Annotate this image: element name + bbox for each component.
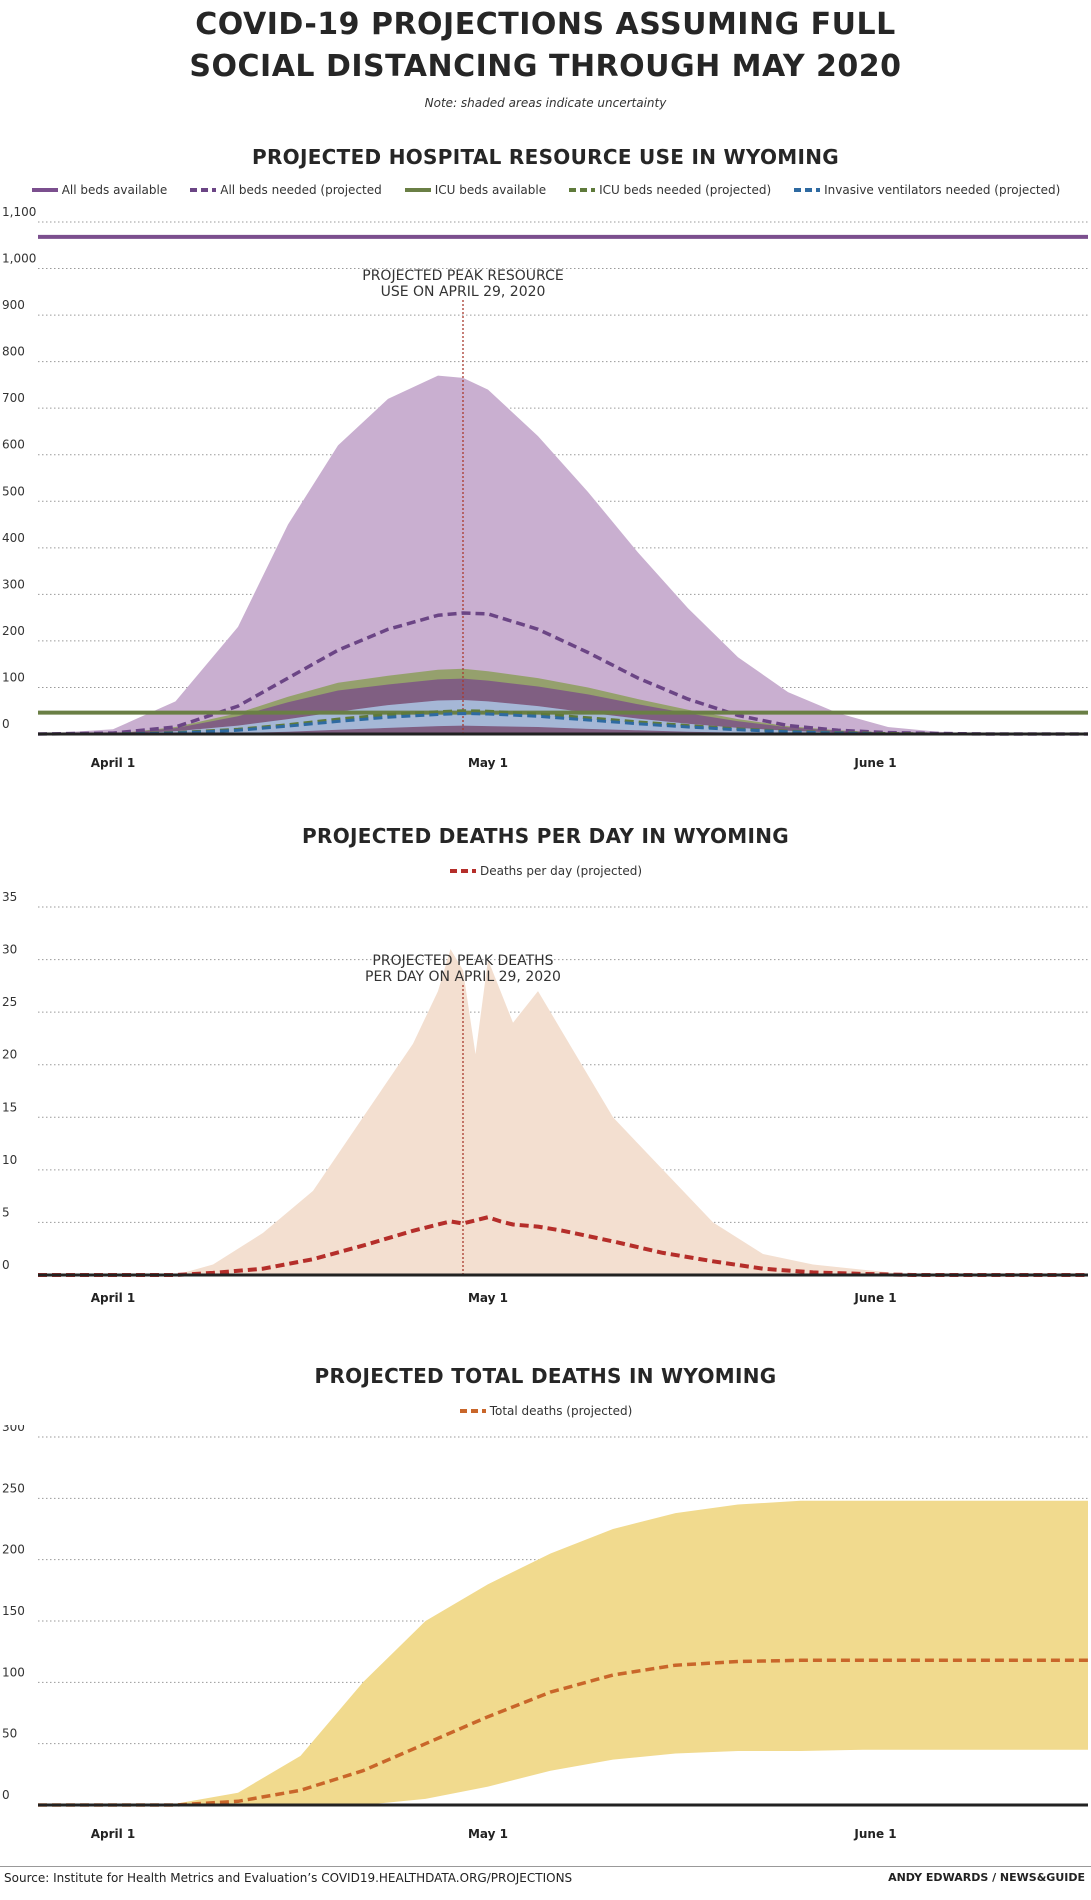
title-line-1: COVID-19 PROJECTIONS ASSUMING FULL [195,7,896,42]
legend-item: All beds available [31,183,168,197]
y-tick-label: 700 [2,391,25,405]
title-line-2: SOCIAL DISTANCING THROUGH MAY 2020 [189,49,902,84]
legend-item: All beds needed (projected [189,183,382,197]
chart-3-legend: Total deaths (projected) [0,1404,1091,1418]
legend-swatch [31,188,58,192]
legend-label: All beds available [61,183,168,197]
y-tick-label: 400 [2,531,25,545]
y-tick-label: 300 [2,577,25,591]
series-line-5 [38,712,1088,736]
series-line-2 [37,611,1088,736]
y-tick-label: 250 [2,1481,25,1495]
x-tick-label: June 1 [853,1827,896,1841]
y-tick-label: 800 [2,345,25,359]
y-tick-label: 300 [2,1425,25,1434]
y-tick-label: 100 [2,670,25,684]
chart-3-svg: 0 50 100 150 200 250 300 April 1 May 1 June 1 [2,1425,1088,1841]
legend-label: Deaths per day (projected) [480,864,642,878]
chart-1-title: PROJECTED HOSPITAL RESOURCE USE IN WYOMI… [252,145,839,169]
x-tick-label: June 1 [853,756,896,770]
y-tick-label: 0 [2,1258,10,1272]
y-tick-label: 5 [2,1205,10,1219]
legend-item: Total deaths (projected) [459,1404,633,1418]
y-tick-label: 100 [2,1665,25,1679]
x-tick-label: April 1 [91,1291,136,1305]
legend-label: ICU beds needed (projected) [599,183,772,197]
y-tick-label: 0 [2,717,10,731]
legend-item: Invasive ventilators needed (projected) [793,183,1060,197]
legend-item: ICU beds available [404,183,546,197]
chart-2-legend: Deaths per day (projected) [0,864,1091,878]
x-tick-label: June 1 [853,1291,896,1305]
legend-swatch [794,188,821,192]
y-tick-label: 150 [2,1604,25,1618]
credit-line: ANDY EDWARDS / NEWS&GUIDE [888,1871,1085,1884]
legend-label: Total deaths (projected) [489,1404,633,1418]
y-tick-label: 35 [2,890,17,904]
legend-label: All beds needed (projected [220,183,382,197]
y-tick-label: 50 [2,1727,17,1741]
x-tick-label: May 1 [468,1291,508,1305]
footer-divider [0,1866,1091,1867]
chart-3-title: PROJECTED TOTAL DEATHS IN WYOMING [314,1364,777,1388]
y-tick-label: 900 [2,298,25,312]
uncertainty-band-2 [38,375,1088,734]
peak-annotation-line-2: USE ON APRIL 29, 2020 [381,284,546,300]
legend-swatch [450,869,476,873]
x-tick-label: May 1 [468,756,508,770]
source-note: Source: Institute for Health Metrics and… [4,1871,573,1885]
peak-annotation-line-1: PROJECTED PEAK RESOURCE [362,268,563,284]
y-tick-label: 30 [2,943,17,957]
y-tick-label: 1,100 [2,205,36,219]
y-tick-label: 10 [2,1153,17,1167]
y-tick-label: 25 [2,995,17,1009]
main-title: COVID-19 PROJECTIONS ASSUMING FULL SOCIA… [0,4,1091,88]
y-tick-label: 15 [2,1100,17,1114]
legend-item: ICU beds needed (projected) [568,183,771,197]
chart-1-legend: All beds available All beds needed (proje… [0,183,1091,197]
x-tick-label: April 1 [91,1827,136,1841]
legend-label: ICU beds available [434,183,547,197]
legend-label: Invasive ventilators needed (projected) [824,183,1061,197]
chart-2-title: PROJECTED DEATHS PER DAY IN WYOMING [302,824,789,848]
y-tick-label: 1,000 [2,252,36,266]
uncertainty-band-1 [38,1500,1088,1805]
y-tick-label: 0 [2,1788,10,1802]
peak-annotation-line-2: PER DAY ON APRIL 29, 2020 [365,969,561,985]
legend-swatch [404,188,431,192]
y-tick-label: 200 [2,624,25,638]
y-tick-label: 500 [2,484,25,498]
legend-swatch [190,188,217,192]
y-tick-label: 600 [2,438,25,452]
series-line-1 [38,1215,1088,1277]
x-tick-label: May 1 [468,1827,508,1841]
series-line-1 [38,1658,1088,1807]
y-tick-label: 200 [2,1543,25,1557]
legend-swatch [569,188,596,192]
legend-swatch [459,1409,486,1413]
uncertainty-band-1 [38,949,1088,1275]
uncertainty-note: Note: shaded areas indicate uncertainty [424,96,667,110]
chart-1-svg: 0 100 200 300 400 500 600 700 800 900 1,000 1,100 Ap… [2,205,1088,770]
chart-2-svg: 0 5 10 15 20 25 30 35 April 1 May 1 June 1 PROJECTE… [2,890,1088,1305]
legend-item: Deaths per day (projected) [449,864,642,878]
y-tick-label: 20 [2,1048,17,1062]
peak-annotation-line-1: PROJECTED PEAK DEATHS [372,953,553,969]
x-tick-label: April 1 [91,756,136,770]
